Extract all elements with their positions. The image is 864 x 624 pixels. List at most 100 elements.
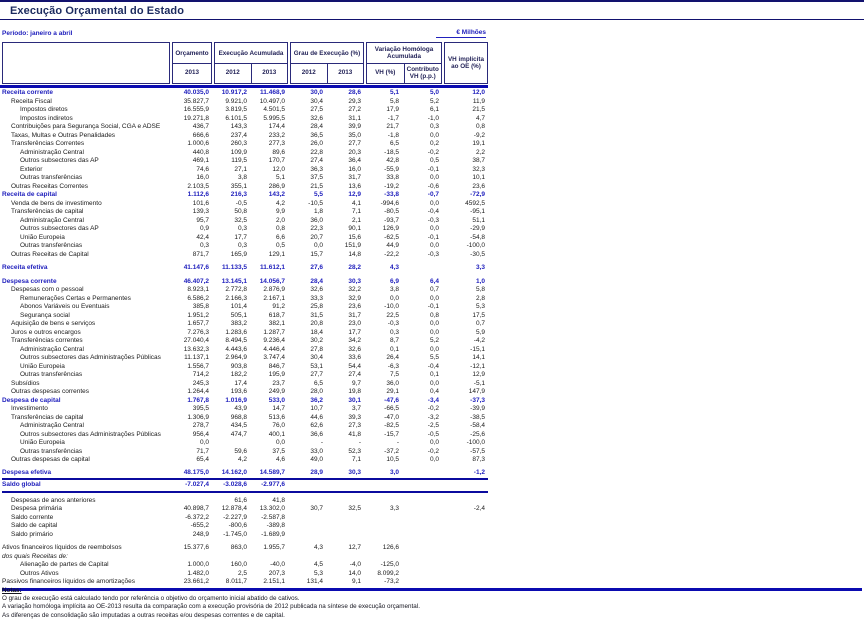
cell-e12: 1.016,9 xyxy=(225,396,247,404)
row-label: Receita de capital xyxy=(2,191,57,198)
table-row: União Europeia 42,4 17,7 6,6 20,7 15,6 -62,5 -0… xyxy=(2,234,488,243)
row-label: Taxas, Multas e Outras Penalidades xyxy=(11,131,116,139)
cell-vh: 6,9 xyxy=(389,277,399,285)
note-line: O grau de execução está calculado tendo … xyxy=(2,595,300,602)
cell-imp: -1,2 xyxy=(473,468,485,476)
cell-g13: 23,0 xyxy=(348,320,361,327)
table-row: Administração Central 95,7 32,5 2,0 36,0 2,1 -… xyxy=(2,217,488,226)
row-label: Despesa efetiva xyxy=(2,468,52,476)
table-row: Abonos Variáveis ou Eventuais 385,8 101,4 9… xyxy=(2,303,488,312)
cell-imp: 23,6 xyxy=(472,182,485,190)
cell-g12: 30,4 xyxy=(310,97,323,105)
row-label: Juros e outros encargos xyxy=(11,328,81,336)
row-label: Outros subsectores das AP xyxy=(20,225,99,232)
cell-g12: 27,4 xyxy=(310,157,323,164)
cell-g12 xyxy=(288,522,326,531)
table-row: Outras despesas correntes 1.264,4 193,6 249… xyxy=(2,388,488,397)
cell-e13: -389,8 xyxy=(266,522,285,529)
row-label: União Europeia xyxy=(20,233,65,241)
cell-vh: - xyxy=(396,439,399,446)
table-row: Outras Receitas de Capital 871,7 165,9 129,… xyxy=(2,251,488,260)
cell-e13: 0,0 xyxy=(275,439,285,446)
cell-g13: 31,7 xyxy=(348,311,361,319)
cell-ctr: 5,0 xyxy=(429,89,439,96)
cell-g12: 5,5 xyxy=(313,191,323,198)
cell-orc: 1.482,0 xyxy=(187,569,209,577)
cell-g13: 30,3 xyxy=(348,468,361,476)
cell-ctr: 0,0 xyxy=(429,199,439,207)
cell-g12 xyxy=(288,553,326,562)
cell-e12: 17,4 xyxy=(234,379,247,387)
cell-imp xyxy=(442,522,488,531)
table-row: Saldo corrente -6.372,2 -2.227,9 -2.587,8 xyxy=(2,514,488,523)
cell-e12: 0,3 xyxy=(237,242,247,249)
table-row: União Europeia 0,0 0,0 - - - 0,0 -100,0 xyxy=(2,439,488,448)
header-implicita-line2: ao OE (%) xyxy=(451,63,481,70)
row-label: Alienação de partes de Capital xyxy=(20,561,109,568)
table-row: Remunerações Certas e Permanentes 6.586,2… xyxy=(2,295,488,304)
cell-g13: 32,5 xyxy=(348,505,361,512)
row-label: Remunerações Certas e Permanentes xyxy=(20,294,131,302)
header-group-execucao: Execução Acumulada 2012 2013 xyxy=(214,42,288,84)
cell-g13: 28,6 xyxy=(348,89,361,96)
cell-vh: 7,5 xyxy=(389,371,399,378)
cell-e12: 383,2 xyxy=(230,320,247,327)
cell-g13: 32,6 xyxy=(348,345,361,353)
table-row: Outras transferências 71,7 59,6 37,5 33,0 52,… xyxy=(2,448,488,457)
cell-e13: 10.497,0 xyxy=(259,97,285,105)
table-row: Receita efetiva 41.147,6 11.133,5 11.612,1 2… xyxy=(2,264,488,273)
cell-vh: 0,0 xyxy=(389,294,399,302)
cell-ctr: -0,1 xyxy=(427,233,439,241)
cell-e13: 513,6 xyxy=(268,413,285,421)
cell-g13: 27,2 xyxy=(348,106,361,113)
cell-e13: 41,8 xyxy=(272,496,285,504)
cell-vh: -125,0 xyxy=(380,561,399,568)
cell-ctr: 5,2 xyxy=(429,97,439,105)
cell-e12: 2.964,9 xyxy=(225,354,247,361)
cell-imp: 147,9 xyxy=(468,388,485,395)
cell-vh: -1,7 xyxy=(387,114,399,122)
cell-imp: -15,1 xyxy=(470,345,485,353)
cell-e13: 14.056,7 xyxy=(259,277,285,285)
cell-g13: 39,9 xyxy=(348,123,361,130)
notes-title: Notas: xyxy=(2,587,22,594)
cell-imp: -95,1 xyxy=(470,208,485,215)
cell-e13: 4.501,5 xyxy=(263,106,285,113)
table-row: Juros e outros encargos 7.276,3 1.283,6 1.2… xyxy=(2,329,488,338)
cell-g13: 20,3 xyxy=(348,148,361,156)
cell-vh xyxy=(364,481,402,490)
cell-e12: 13.145,1 xyxy=(221,277,247,285)
cell-vh: -47,6 xyxy=(384,396,399,404)
row-label: Administração Central xyxy=(20,216,84,224)
cell-orc xyxy=(170,553,212,562)
cell-vh: -6,3 xyxy=(387,362,399,370)
cell-orc: 440,8 xyxy=(192,148,209,156)
cell-e13: 129,1 xyxy=(268,250,285,258)
cell-imp: 5,3 xyxy=(475,303,485,310)
cell-ctr: -0,2 xyxy=(427,447,439,455)
cell-g13: 30,1 xyxy=(348,396,361,404)
cell-imp: -58,4 xyxy=(470,422,485,429)
header-variacao-contributo: Contributo VH (p.p.) xyxy=(403,64,442,83)
cell-g13: 15,6 xyxy=(348,233,361,241)
cell-g13: 39,3 xyxy=(348,413,361,421)
cell-imp: -39,9 xyxy=(470,405,485,412)
cell-vh: 5,8 xyxy=(389,97,399,105)
cell-imp: -5,1 xyxy=(473,379,485,387)
cell-ctr: 0,3 xyxy=(429,123,439,130)
cell-ctr: 0,1 xyxy=(429,371,439,378)
row-label: Receita Fiscal xyxy=(11,97,52,105)
cell-g13: 4,1 xyxy=(351,199,361,207)
cell-e12: 193,6 xyxy=(230,388,247,395)
row-label: Outros subsectores das Administrações Pú… xyxy=(20,354,161,361)
header-execucao-year-2012: 2012 xyxy=(225,69,240,77)
cell-imp: 17,5 xyxy=(472,311,485,319)
cell-vh: -47,0 xyxy=(384,413,399,421)
row-label: Outros Ativos xyxy=(20,569,59,577)
table-row: Passivos financeiros líquidos de amortiz… xyxy=(2,578,488,587)
row-label: Saldo de capital xyxy=(11,522,58,529)
cell-imp: -25,6 xyxy=(470,430,485,438)
cell-orc: 0,3 xyxy=(199,242,209,249)
row-label: Outras despesas correntes xyxy=(11,388,90,395)
cell-e13: 286,9 xyxy=(268,182,285,190)
